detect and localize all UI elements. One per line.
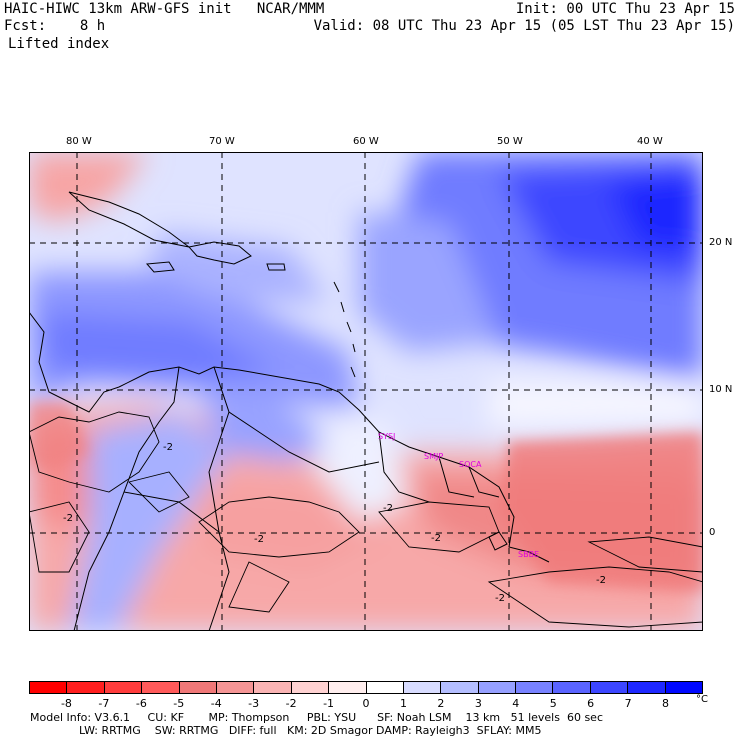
lat-label-0: 0 [709,527,716,538]
model-info-line2: LW: RRTMG SW: RRTMG DIFF: full KM: 2D Sm… [30,724,542,737]
colorbar-tick-label: -1 [323,697,335,710]
colorbar-segment [553,682,591,693]
colorbar-segment [665,682,703,693]
colorbar-tick-label: 0 [362,697,370,710]
valid-time: Valid: 08 UTC Thu 23 Apr 15 (05 LST Thu … [313,18,735,34]
model-info-line1: Model Info: V3.6.1 CU: KF MP: Thompson P… [30,711,603,724]
colorbar-tick-label: 4 [512,697,520,710]
init-time: Init: 00 UTC Thu 23 Apr 15 [515,1,735,17]
colorbar-segment [366,682,404,693]
colorbar [29,681,703,694]
colorbar-segment [67,682,105,693]
colorbar-segment [329,682,367,693]
lat-label-20n: 20 N [709,237,733,248]
city-label-sbbe: SBBE [518,550,540,559]
colorbar-tick-label: -4 [210,697,222,710]
colorbar-tick-label: -5 [173,697,185,710]
lon-label-40w: 40 W [637,136,663,147]
contour-label: -2 [495,593,505,604]
colorbar-tick-label: 1 [399,697,407,710]
colorbar-segment [254,682,292,693]
contour-label: -2 [431,533,441,544]
lon-label-50w: 50 W [497,136,523,147]
colorbar-segment [590,682,629,693]
colorbar-segment [403,682,442,693]
colorbar-tick-label: 5 [549,697,557,710]
colorbar-segment [30,682,68,693]
red-band-east [499,432,703,592]
colorbar-tick-label: -6 [135,697,147,710]
contour-label: -2 [383,503,393,514]
lon-label-80w: 80 W [66,136,92,147]
colorbar-tick-label: -2 [285,697,297,710]
map-frame [29,152,703,631]
colorbar-tick-label: 2 [437,697,445,710]
colorbar-unit: °C [696,694,708,705]
field-name: Lifted index [8,36,110,52]
contour-label: -2 [63,513,73,524]
model-title: HAIC-HIWC 13km ARW-GFS init NCAR/MMM [4,1,325,17]
colorbar-segment [628,682,666,693]
colorbar-tick-label: -3 [248,697,260,710]
city-label-smjp: SMJP [424,452,444,461]
contour-label: -2 [163,442,173,453]
city-label-soca: SOCA [459,460,482,469]
colorbar-segment [291,682,330,693]
colorbar-tick-label: -8 [60,697,72,710]
colorbar-tick-label: 3 [474,697,482,710]
colorbar-segment [179,682,217,693]
colorbar-segment [478,682,517,693]
colorbar-tick-label: 6 [587,697,595,710]
contour-lines [29,411,703,628]
lat-label-10n: 10 N [709,384,733,395]
lon-label-60w: 60 W [353,136,379,147]
colorbar-segment [441,682,479,693]
colorbar-tick-label: -7 [98,697,110,710]
lifted-index-map [29,152,703,631]
lon-label-70w: 70 W [209,136,235,147]
contour-label: -2 [254,534,264,545]
colorbar-segment [216,682,255,693]
colorbar-segment [142,682,180,693]
colorbar-tick-label: 7 [624,697,632,710]
contour-label: -2 [596,575,606,586]
colorbar-tick-label: 8 [662,697,670,710]
forecast-hour: Fcst: 8 h [4,18,106,34]
colorbar-segment [104,682,143,693]
colorbar-segment [516,682,554,693]
city-label-sysj: SYSJ [378,432,396,441]
lat-lon-grid [29,152,703,631]
